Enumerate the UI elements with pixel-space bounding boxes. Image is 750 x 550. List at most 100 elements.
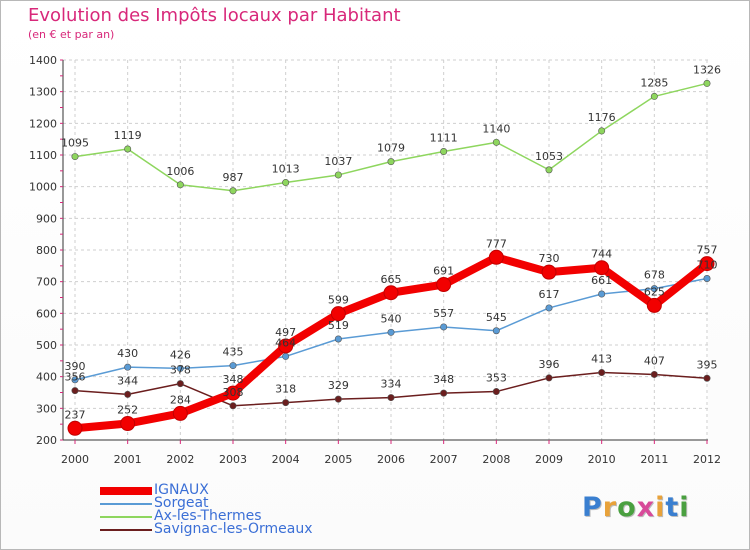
data-point-ax-les-thermes [282,179,290,187]
data-point-savignac-les-ormeaux [229,402,237,410]
data-point-sorgeat [176,364,184,372]
data-point-sorgeat [440,323,448,331]
data-label-sorgeat: 390 [65,360,86,373]
y-tick-label: 700 [36,276,57,289]
data-point-ignaux [488,249,504,265]
data-label-savignac-les-ormeaux: 356 [65,371,86,384]
data-label-ax-les-thermes: 1053 [535,150,563,163]
data-point-savignac-les-ormeaux [492,388,500,396]
data-label-savignac-les-ormeaux: 413 [591,353,612,366]
data-label-ax-les-thermes: 1006 [166,165,194,178]
data-label-ignaux: 757 [697,244,718,257]
data-label-ax-les-thermes: 1079 [377,142,405,155]
y-tick-label: 1000 [29,181,57,194]
data-label-ignaux: 599 [328,294,349,307]
data-label-ignaux: 744 [591,248,612,261]
chart-title: Evolution des Impôts locaux par Habitant [28,5,401,26]
y-tick-label: 1100 [29,149,57,162]
data-label-sorgeat: 661 [591,274,612,287]
chart-subtitle: (en € et par an) [28,28,115,41]
y-tick-label: 400 [36,371,57,384]
data-label-ignaux: 691 [433,265,454,278]
data-point-ignaux [225,385,241,401]
legend-swatch-ax-les-thermes [100,516,152,518]
data-label-savignac-les-ormeaux: 407 [644,354,665,367]
x-tick-label: 2004 [272,453,300,466]
data-label-ax-les-thermes: 1326 [693,63,721,76]
data-point-ax-les-thermes [440,148,448,156]
data-point-ignaux [646,297,662,313]
y-tick-label: 1300 [29,86,57,99]
data-point-ignaux [172,405,188,421]
x-tick-label: 2002 [166,453,194,466]
data-point-sorgeat [703,274,711,282]
data-label-ax-les-thermes: 1285 [640,76,668,89]
x-tick-label: 2007 [430,453,458,466]
legend-swatch-sorgeat [100,503,152,505]
data-point-sorgeat [598,290,606,298]
legend-item-savignac-les-ormeaux: Savignac-les-Ormeaux [100,521,360,537]
data-point-sorgeat [71,376,79,384]
data-point-savignac-les-ormeaux [440,389,448,397]
data-point-savignac-les-ormeaux [124,390,132,398]
data-label-sorgeat: 557 [433,307,454,320]
x-tick-label: 2005 [324,453,352,466]
data-label-ignaux: 777 [486,237,507,250]
data-point-ax-les-thermes [176,181,184,189]
legend-label-ignaux: IGNAUX [154,482,209,498]
y-tick-label: 200 [36,434,57,447]
y-tick-label: 300 [36,402,57,415]
data-label-ignaux: 284 [170,393,191,406]
data-point-ignaux [330,306,346,322]
data-point-ax-les-thermes [71,153,79,161]
data-label-ignaux: 237 [65,408,86,421]
data-point-savignac-les-ormeaux [598,369,606,377]
data-point-savignac-les-ormeaux [387,394,395,402]
data-point-ignaux [594,260,610,276]
data-label-savignac-les-ormeaux: 395 [697,358,718,371]
x-tick-label: 2008 [482,453,510,466]
legend-label-savignac-les-ormeaux: Savignac-les-Ormeaux [154,521,313,537]
proxiti-logo: Proxiti [582,492,690,523]
data-label-sorgeat: 426 [170,348,191,361]
data-point-ignaux [67,420,83,436]
x-tick-label: 2010 [588,453,616,466]
y-tick-label: 600 [36,307,57,320]
data-point-ignaux [541,264,557,280]
data-label-ignaux: 730 [539,252,560,265]
data-point-sorgeat [282,352,290,360]
data-label-sorgeat: 464 [275,336,296,349]
legend-item-ax-les-thermes: Ax-les-Thermes [100,508,360,524]
data-label-ax-les-thermes: 1111 [430,132,458,145]
x-tick-label: 2001 [114,453,142,466]
data-label-savignac-les-ormeaux: 318 [275,383,296,396]
data-label-ignaux: 497 [275,326,296,339]
data-point-savignac-les-ormeaux [282,399,290,407]
data-label-savignac-les-ormeaux: 308 [223,386,244,399]
x-tick-label: 2009 [535,453,563,466]
data-point-ignaux [383,285,399,301]
y-tick-label: 1200 [29,117,57,130]
data-label-sorgeat: 545 [486,311,507,324]
data-point-sorgeat [492,327,500,335]
x-tick-label: 2006 [377,453,405,466]
data-label-ax-les-thermes: 1176 [588,111,616,124]
data-point-ignaux [436,277,452,293]
x-tick-label: 2003 [219,453,247,466]
data-point-savignac-les-ormeaux [545,374,553,382]
data-point-sorgeat [545,304,553,312]
data-point-sorgeat [334,335,342,343]
legend-item-ignaux: IGNAUX [100,482,360,498]
legend-label-sorgeat: Sorgeat [154,495,209,511]
data-label-sorgeat: 435 [223,346,244,359]
data-point-savignac-les-ormeaux [334,395,342,403]
data-label-ignaux: 665 [381,273,402,286]
data-point-sorgeat [124,363,132,371]
data-point-ax-les-thermes [334,171,342,179]
data-label-sorgeat: 519 [328,319,349,332]
data-label-sorgeat: 430 [117,347,138,360]
legend-swatch-savignac-les-ormeaux [100,529,152,531]
data-label-ax-les-thermes: 987 [223,171,244,184]
y-tick-label: 1400 [29,54,57,67]
